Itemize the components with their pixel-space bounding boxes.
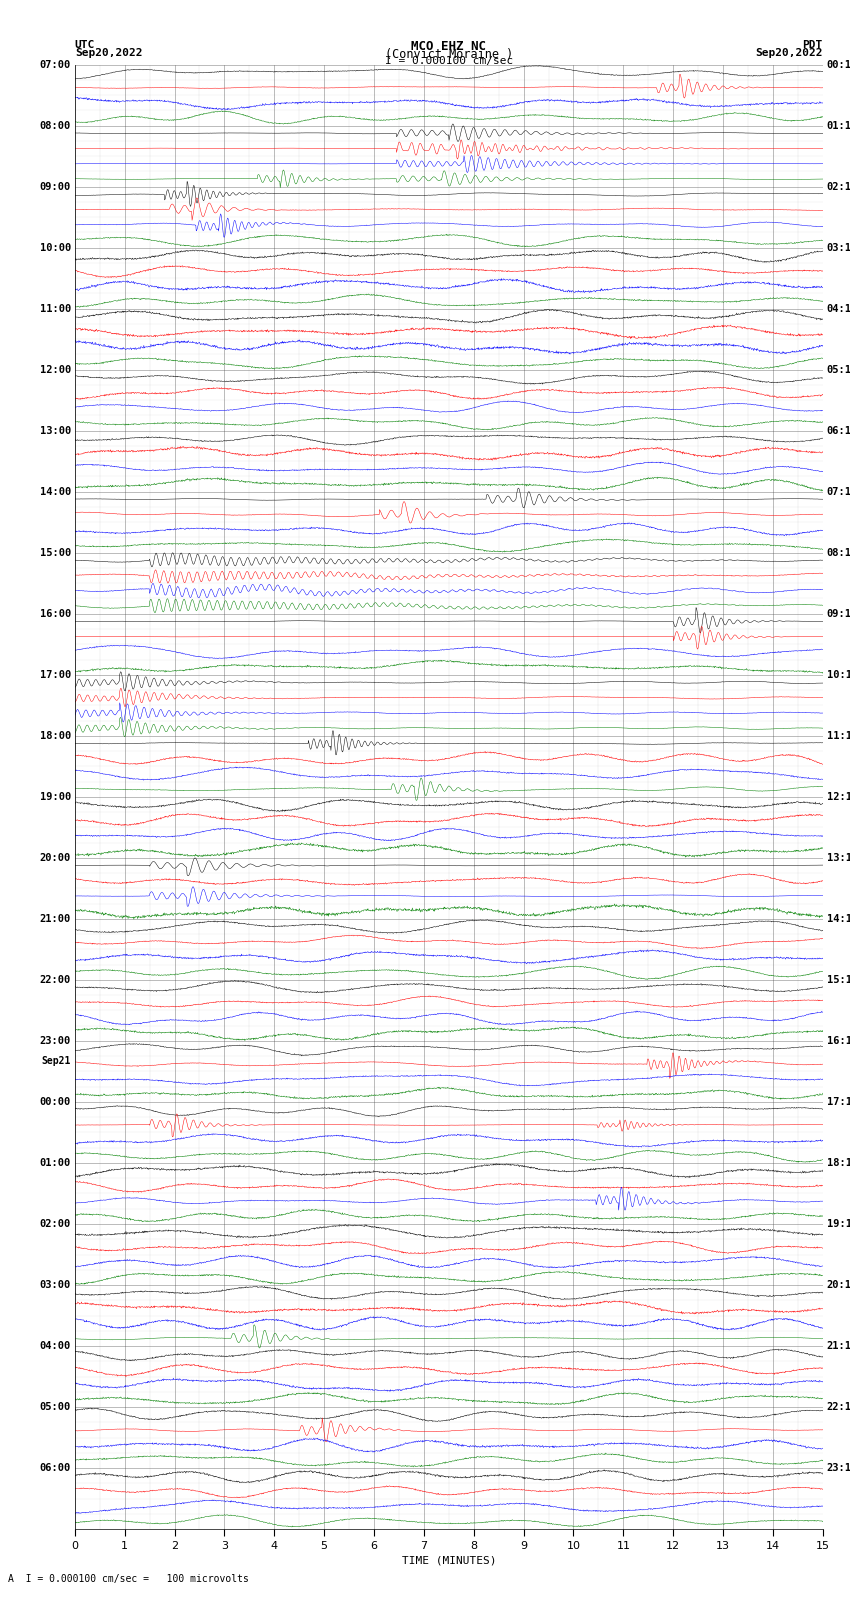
Text: 23:00: 23:00 bbox=[40, 1036, 71, 1045]
Text: 17:15: 17:15 bbox=[826, 1097, 850, 1107]
Text: 00:00: 00:00 bbox=[40, 1097, 71, 1107]
Text: 12:15: 12:15 bbox=[826, 792, 850, 802]
Text: 07:15: 07:15 bbox=[826, 487, 850, 497]
Text: A  I = 0.000100 cm/sec =   100 microvolts: A I = 0.000100 cm/sec = 100 microvolts bbox=[8, 1574, 249, 1584]
Text: Sep20,2022: Sep20,2022 bbox=[756, 48, 823, 58]
Text: 19:00: 19:00 bbox=[40, 792, 71, 802]
Text: 21:00: 21:00 bbox=[40, 915, 71, 924]
Text: 15:00: 15:00 bbox=[40, 548, 71, 558]
Text: 04:00: 04:00 bbox=[40, 1340, 71, 1352]
Text: 14:00: 14:00 bbox=[40, 487, 71, 497]
Text: 06:00: 06:00 bbox=[40, 1463, 71, 1473]
Text: 03:00: 03:00 bbox=[40, 1281, 71, 1290]
Text: 22:00: 22:00 bbox=[40, 974, 71, 986]
Text: 01:00: 01:00 bbox=[40, 1158, 71, 1168]
Text: 15:15: 15:15 bbox=[826, 974, 850, 986]
Text: 06:15: 06:15 bbox=[826, 426, 850, 436]
Text: 13:00: 13:00 bbox=[40, 426, 71, 436]
Text: 02:15: 02:15 bbox=[826, 182, 850, 192]
Text: 01:15: 01:15 bbox=[826, 121, 850, 131]
Text: 11:15: 11:15 bbox=[826, 731, 850, 740]
Text: 22:15: 22:15 bbox=[826, 1402, 850, 1411]
Text: 05:15: 05:15 bbox=[826, 365, 850, 374]
Text: 14:15: 14:15 bbox=[826, 915, 850, 924]
Text: 13:15: 13:15 bbox=[826, 853, 850, 863]
Text: 09:15: 09:15 bbox=[826, 608, 850, 619]
Text: 05:00: 05:00 bbox=[40, 1402, 71, 1411]
Text: 18:00: 18:00 bbox=[40, 731, 71, 740]
Text: Sep21: Sep21 bbox=[42, 1057, 71, 1066]
Text: 19:15: 19:15 bbox=[826, 1219, 850, 1229]
Text: MCO EHZ NC: MCO EHZ NC bbox=[411, 39, 486, 53]
Text: 23:15: 23:15 bbox=[826, 1463, 850, 1473]
Text: 02:00: 02:00 bbox=[40, 1219, 71, 1229]
Text: (Convict Moraine ): (Convict Moraine ) bbox=[385, 47, 513, 61]
Text: 03:15: 03:15 bbox=[826, 242, 850, 253]
Text: 04:15: 04:15 bbox=[826, 303, 850, 313]
Text: 17:00: 17:00 bbox=[40, 669, 71, 679]
Text: 11:00: 11:00 bbox=[40, 303, 71, 313]
Text: 16:15: 16:15 bbox=[826, 1036, 850, 1045]
Text: 08:15: 08:15 bbox=[826, 548, 850, 558]
Text: Sep20,2022: Sep20,2022 bbox=[75, 48, 142, 58]
Text: UTC: UTC bbox=[75, 39, 95, 50]
Text: 20:00: 20:00 bbox=[40, 853, 71, 863]
Text: 21:15: 21:15 bbox=[826, 1340, 850, 1352]
Text: 20:15: 20:15 bbox=[826, 1281, 850, 1290]
Text: I = 0.000100 cm/sec: I = 0.000100 cm/sec bbox=[385, 56, 513, 66]
Text: 08:00: 08:00 bbox=[40, 121, 71, 131]
Text: 00:15: 00:15 bbox=[826, 60, 850, 69]
Text: 18:15: 18:15 bbox=[826, 1158, 850, 1168]
Text: 12:00: 12:00 bbox=[40, 365, 71, 374]
Text: 07:00: 07:00 bbox=[40, 60, 71, 69]
Text: PDT: PDT bbox=[802, 39, 823, 50]
X-axis label: TIME (MINUTES): TIME (MINUTES) bbox=[401, 1555, 496, 1565]
Text: 09:00: 09:00 bbox=[40, 182, 71, 192]
Text: 16:00: 16:00 bbox=[40, 608, 71, 619]
Text: 10:15: 10:15 bbox=[826, 669, 850, 679]
Text: 10:00: 10:00 bbox=[40, 242, 71, 253]
